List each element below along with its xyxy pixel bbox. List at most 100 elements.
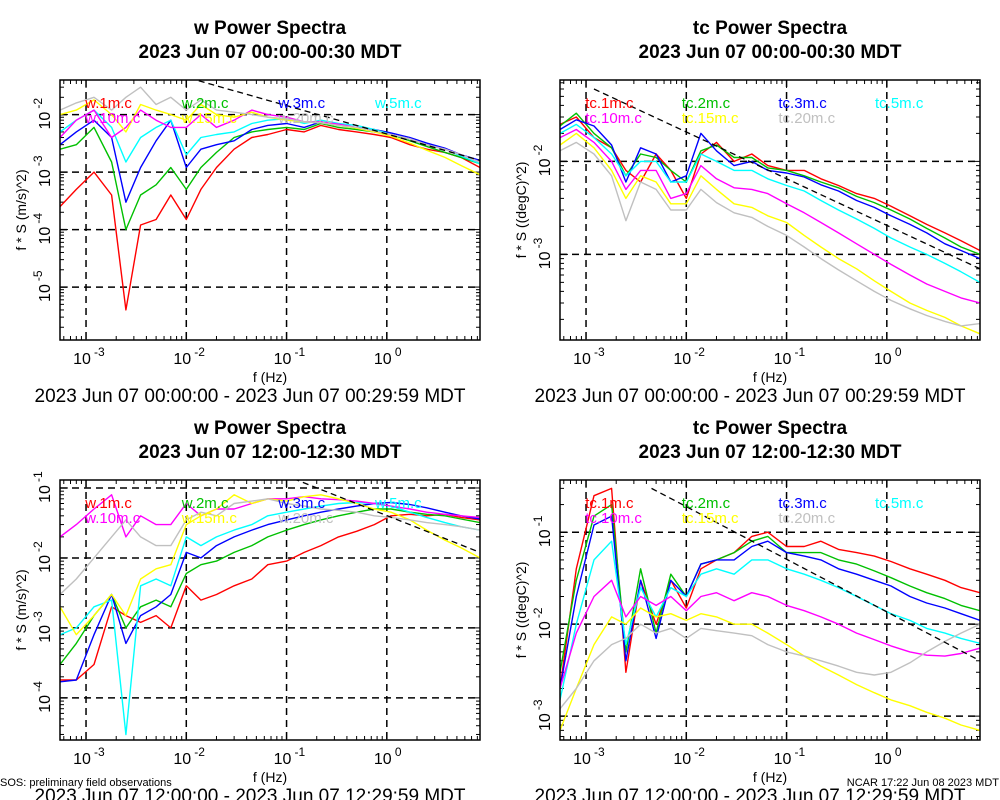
x-axis-label: f (Hz) <box>253 369 287 385</box>
x-tick-label: 10 -2 <box>673 345 705 368</box>
x-tick-exponent: -1 <box>295 745 306 759</box>
legend-label-w-3m-c: w.3m.c <box>277 95 325 112</box>
x-tick-label: 10 -3 <box>573 745 605 768</box>
series-line-tc-1m-c <box>560 487 980 689</box>
y-tick-exponent: -2 <box>31 98 45 109</box>
y-tick-base: 10 <box>537 529 554 547</box>
x-tick-exponent: 0 <box>395 745 402 759</box>
y-tick-base: 10 <box>537 251 554 269</box>
series-line-w-1m-c <box>60 124 480 311</box>
x-tick-base: 10 <box>573 751 591 768</box>
y-tick-exponent: -1 <box>531 515 545 526</box>
legend-label-w-20m-c: w.20m.c <box>277 510 334 527</box>
x-tick-label: 10 -2 <box>173 345 205 368</box>
x-tick-exponent: -2 <box>694 345 705 359</box>
series-lines <box>60 86 480 311</box>
series-line-w-5m-c <box>60 501 480 736</box>
x-tick-label: 10 -3 <box>73 345 105 368</box>
y-tick-label: 10-3 <box>31 611 54 643</box>
legend-label-tc-2m-c: tc.2m.c <box>682 495 731 512</box>
x-tick-label: 10 -3 <box>573 345 605 368</box>
x-tick-base: 10 <box>573 351 591 368</box>
legend-label-tc-5m-c: tc.5m.c <box>875 95 924 112</box>
x-tick-label: 10 -2 <box>673 745 705 768</box>
y-axis-label-quantity: f * S <box>13 220 29 250</box>
x-axis-label: f (Hz) <box>753 769 787 785</box>
footer-timestamp: NCAR 17:22 Jun 08 2023 MDT <box>846 777 999 789</box>
y-axis-label: f * S ((degC)^2) <box>513 562 529 659</box>
y-tick-base: 10 <box>37 625 54 643</box>
x-tick-exponent: -3 <box>594 745 605 759</box>
y-axis-label-text: f * S (m/s)^2) <box>13 569 29 650</box>
chart-subtitle: 2023 Jun 07 12:00-12:30 MDT <box>639 442 902 463</box>
legend-label-w-5m-c: w.5m.c <box>374 495 422 512</box>
y-tick-label: 10-1 <box>31 471 54 503</box>
series-line-tc-5m-c <box>560 123 980 284</box>
legend-label-tc-15m-c: tc.15m.c <box>682 510 739 527</box>
legend-label-tc-3m-c: tc.3m.c <box>778 95 827 112</box>
time-range-label: 2023 Jun 07 00:00:00 - 2023 Jun 07 00:29… <box>35 386 466 407</box>
x-tick-base: 10 <box>673 351 691 368</box>
legend: w.1m.c w.2m.c w.3m.c w.5m.c w.10m.c w.15m.c w.… <box>84 95 422 127</box>
y-tick-base: 10 <box>37 695 54 713</box>
x-tick-label: 10 -2 <box>173 745 205 768</box>
y-tick-exponent: -3 <box>31 155 45 166</box>
series-line-w-1m-c <box>60 513 480 681</box>
y-tick-base: 10 <box>37 555 54 573</box>
series-line-tc-2m-c <box>560 503 980 673</box>
x-tick-exponent: 0 <box>895 745 902 759</box>
legend-label-tc-20m-c: tc.20m.c <box>778 510 835 527</box>
x-tick-label: 10 0 <box>874 745 902 768</box>
series-line-w-2m-c <box>60 122 480 231</box>
y-tick-base: 10 <box>537 158 554 176</box>
plot-frame <box>59 79 481 341</box>
series-line-w-15m-c <box>60 494 480 636</box>
plot-frame <box>59 479 481 741</box>
y-tick-label: 10-2 <box>531 607 554 639</box>
x-tick-base: 10 <box>374 351 392 368</box>
y-tick-base: 10 <box>37 112 54 130</box>
y-tick-label: 10-2 <box>531 144 554 176</box>
series-line-tc-20m-c <box>560 141 980 327</box>
x-tick-base: 10 <box>173 751 191 768</box>
chart-subtitle: 2023 Jun 07 00:00-00:30 MDT <box>639 42 902 63</box>
gridlines <box>60 80 480 340</box>
series-line-tc-15m-c <box>560 132 980 335</box>
legend-label-tc-1m-c: tc.1m.c <box>585 495 634 512</box>
footer-source-note: SOS: preliminary field observations <box>0 777 172 789</box>
x-tick-label: 10 -1 <box>774 345 806 368</box>
x-tick-label: 10 0 <box>374 745 402 768</box>
x-axis-label: f (Hz) <box>253 769 287 785</box>
plot-frame <box>559 479 981 741</box>
y-axis-label-quantity: f * S <box>513 628 529 658</box>
x-tick-exponent: -2 <box>694 745 705 759</box>
x-tick-label: 10 0 <box>374 345 402 368</box>
x-tick-exponent: -2 <box>194 745 205 759</box>
y-tick-label: 10-1 <box>531 515 554 547</box>
time-range-label: 2023 Jun 07 12:00:00 - 2023 Jun 07 12:29… <box>535 786 966 800</box>
y-tick-exponent: -1 <box>31 471 45 482</box>
x-tick-label: 10 0 <box>874 345 902 368</box>
y-tick-label: 10-2 <box>31 541 54 573</box>
y-tick-exponent: -3 <box>531 237 545 248</box>
y-tick-base: 10 <box>537 713 554 731</box>
reference-slope-line <box>651 487 980 662</box>
series-line-w-3m-c <box>60 501 480 683</box>
legend-label-w-15m-c: w.15m.c <box>181 510 238 527</box>
y-tick-exponent: -3 <box>531 699 545 710</box>
reference-slope-line <box>193 80 480 161</box>
legend-label-tc-5m-c: tc.5m.c <box>875 495 924 512</box>
x-tick-base: 10 <box>774 751 792 768</box>
legend-label-w-1m-c: w.1m.c <box>84 495 132 512</box>
series-line-tc-20m-c <box>560 623 980 710</box>
x-tick-base: 10 <box>173 351 191 368</box>
x-axis-label: f (Hz) <box>753 369 787 385</box>
time-range-label: 2023 Jun 07 00:00:00 - 2023 Jun 07 00:29… <box>535 386 966 407</box>
y-axis-label: f * S ((degC)^2) <box>513 162 529 259</box>
y-axis-label-text: f * S (m/s)^2) <box>13 169 29 250</box>
y-tick-exponent: -2 <box>531 607 545 618</box>
series-line-w-15m-c <box>60 99 480 176</box>
y-axis-label-text: f * S ((degC)^2) <box>513 162 529 259</box>
chart-title: w Power Spectra <box>193 418 346 439</box>
